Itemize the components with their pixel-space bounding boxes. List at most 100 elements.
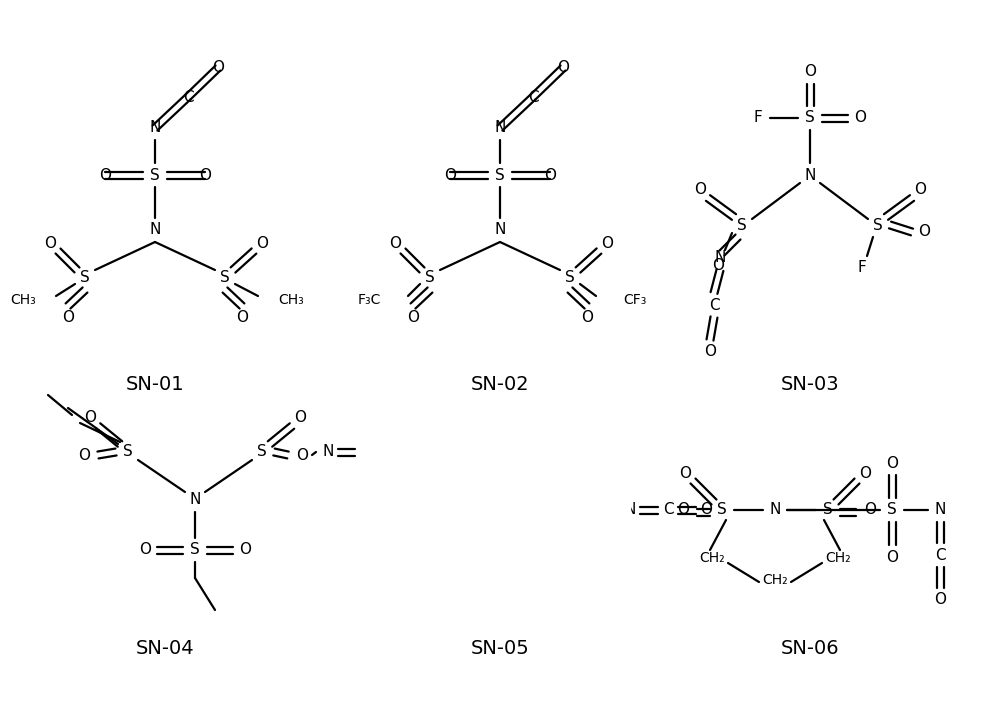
Text: S: S <box>577 503 587 518</box>
Text: C: C <box>709 298 719 313</box>
Text: O: O <box>139 543 151 558</box>
Text: S: S <box>220 270 230 285</box>
Text: O: O <box>552 506 564 521</box>
Text: CH₂: CH₂ <box>415 551 441 565</box>
Text: O: O <box>704 344 716 359</box>
Text: CH₂: CH₂ <box>487 551 513 565</box>
Text: N: N <box>459 503 471 518</box>
Text: O: O <box>859 465 871 480</box>
Text: S: S <box>873 217 883 232</box>
Text: CH₃: CH₃ <box>10 293 36 307</box>
Text: SN-05: SN-05 <box>471 639 529 657</box>
Text: F: F <box>858 260 866 275</box>
Text: O: O <box>557 60 569 75</box>
Text: N: N <box>769 503 781 518</box>
Text: O: O <box>886 549 898 564</box>
Text: O: O <box>78 447 90 462</box>
Text: S: S <box>513 503 523 518</box>
Text: S: S <box>737 217 747 232</box>
Text: O: O <box>364 506 376 521</box>
Text: CF₃: CF₃ <box>623 293 646 307</box>
Text: O: O <box>369 467 381 483</box>
Text: O: O <box>62 310 74 326</box>
Text: N: N <box>494 120 506 136</box>
Text: SN-04: SN-04 <box>136 639 194 657</box>
Text: O: O <box>369 505 381 520</box>
Text: N: N <box>149 222 161 237</box>
Text: C: C <box>663 503 673 518</box>
Text: SN-02: SN-02 <box>471 376 529 394</box>
Text: CH₂: CH₂ <box>489 551 515 565</box>
Text: O: O <box>99 168 111 183</box>
Text: O: O <box>544 168 556 183</box>
Text: S: S <box>407 503 417 518</box>
Text: O: O <box>576 455 588 470</box>
Text: O: O <box>256 235 268 250</box>
Text: C: C <box>935 548 945 563</box>
Text: C: C <box>360 445 370 460</box>
Text: S: S <box>805 110 815 125</box>
Text: O: O <box>886 455 898 470</box>
Text: CH₃: CH₃ <box>278 293 304 307</box>
Text: S: S <box>410 505 420 521</box>
Text: N: N <box>624 503 636 518</box>
Text: O: O <box>44 235 56 250</box>
Text: S: S <box>407 503 417 518</box>
Text: O: O <box>549 467 561 483</box>
Text: O: O <box>212 60 224 75</box>
Text: S: S <box>565 270 575 285</box>
Text: O: O <box>694 183 706 197</box>
Text: O: O <box>239 543 251 558</box>
Text: S: S <box>510 505 520 521</box>
Text: S: S <box>150 168 160 183</box>
Text: F: F <box>754 110 762 125</box>
Text: S: S <box>887 503 897 518</box>
Text: CH₂: CH₂ <box>492 551 518 565</box>
Text: O: O <box>549 465 561 480</box>
Text: O: O <box>236 310 248 326</box>
Text: O: O <box>581 310 593 326</box>
Text: O: O <box>679 465 691 480</box>
Text: N: N <box>494 222 506 237</box>
Text: O: O <box>551 468 563 483</box>
Text: CH₂: CH₂ <box>412 551 438 565</box>
Text: O: O <box>367 503 379 518</box>
Text: N: N <box>459 503 471 518</box>
Text: N: N <box>149 120 161 136</box>
Text: F₃C: F₃C <box>358 293 381 307</box>
Text: CH₂: CH₂ <box>825 551 851 565</box>
Text: S: S <box>717 503 727 518</box>
Text: O: O <box>367 468 379 483</box>
Text: O: O <box>199 168 211 183</box>
Text: CH₂: CH₂ <box>762 573 788 587</box>
Text: C: C <box>183 90 193 105</box>
Text: S: S <box>190 543 200 558</box>
Text: O: O <box>552 505 564 520</box>
Text: O: O <box>804 65 816 80</box>
Text: O: O <box>918 224 930 239</box>
Text: S: S <box>425 270 435 285</box>
Text: SN-03: SN-03 <box>781 376 839 394</box>
Text: O: O <box>934 592 946 607</box>
Text: O: O <box>601 235 613 250</box>
Text: N: N <box>714 250 726 265</box>
Text: O: O <box>712 257 724 272</box>
Text: O: O <box>294 411 306 425</box>
Text: CH₂: CH₂ <box>699 551 725 565</box>
Text: SN-06: SN-06 <box>781 639 839 657</box>
Text: O: O <box>444 168 456 183</box>
Text: O: O <box>369 465 381 480</box>
Text: N: N <box>322 445 334 460</box>
Text: N: N <box>189 493 201 508</box>
Text: O: O <box>554 503 566 518</box>
Text: O: O <box>84 411 96 425</box>
Text: O: O <box>854 110 866 125</box>
Text: O: O <box>864 503 876 518</box>
Text: S: S <box>123 445 133 460</box>
Text: O: O <box>677 503 689 518</box>
Text: O: O <box>396 445 408 460</box>
Text: SN-01: SN-01 <box>126 376 184 394</box>
Text: N: N <box>934 503 946 518</box>
Text: O: O <box>914 183 926 197</box>
Text: S: S <box>257 445 267 460</box>
